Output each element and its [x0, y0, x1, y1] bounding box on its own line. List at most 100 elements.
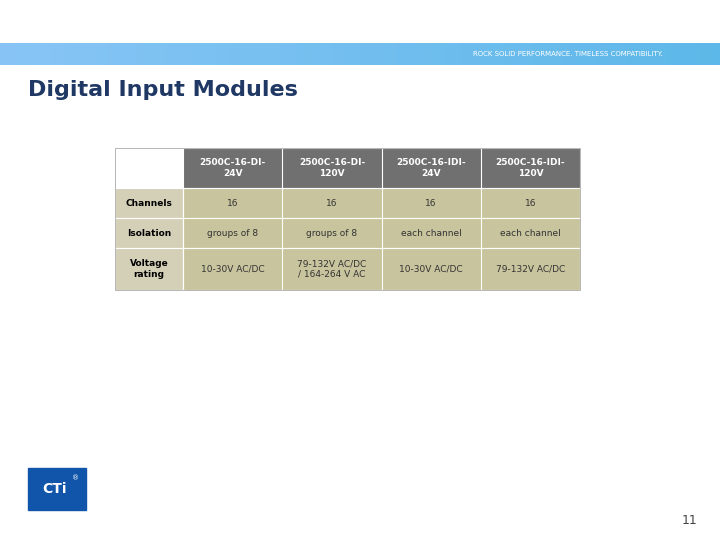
Bar [238, 43, 245, 65]
Bar [187, 43, 194, 65]
Bar [331, 43, 338, 65]
Bar [353, 43, 360, 65]
Text: ROCK SOLID PERFORMANCE. TIMELESS COMPATIBILITY.: ROCK SOLID PERFORMANCE. TIMELESS COMPATI… [472, 51, 662, 57]
Bar [266, 43, 274, 65]
Bar [65, 43, 72, 65]
Bar [626, 43, 634, 65]
Bar [202, 43, 209, 65]
Bar [166, 43, 173, 65]
Text: 16: 16 [227, 199, 238, 207]
Bar [605, 43, 612, 65]
Bar [698, 43, 706, 65]
Bar [22, 43, 29, 65]
Bar [36, 43, 43, 65]
Bar [324, 43, 331, 65]
Bar [634, 43, 641, 65]
Bar [670, 43, 677, 65]
Bar [410, 43, 418, 65]
Bar [115, 188, 183, 218]
Bar [14, 43, 22, 65]
Bar [662, 43, 670, 65]
Text: 16: 16 [525, 199, 536, 207]
Text: 10-30V AC/DC: 10-30V AC/DC [201, 265, 264, 273]
Bar [230, 43, 238, 65]
Bar [259, 43, 266, 65]
Bar [29, 43, 36, 65]
Text: ®: ® [72, 476, 79, 482]
Bar [454, 43, 461, 65]
Bar [540, 43, 547, 65]
Bar [418, 43, 425, 65]
Bar [461, 43, 468, 65]
Bar [295, 43, 302, 65]
Bar [360, 43, 367, 65]
Bar [288, 43, 295, 65]
Bar [677, 43, 684, 65]
Bar [482, 43, 490, 65]
Text: Voltage
rating: Voltage rating [130, 259, 168, 279]
Text: groups of 8: groups of 8 [207, 228, 258, 238]
Bar [598, 43, 605, 65]
Bar [115, 218, 183, 248]
Bar [158, 43, 166, 65]
Text: 79-132V AC/DC: 79-132V AC/DC [496, 265, 565, 273]
Bar [7, 43, 14, 65]
Bar [526, 43, 533, 65]
Bar [130, 43, 137, 65]
Bar [490, 43, 497, 65]
Bar [648, 43, 655, 65]
Bar [396, 43, 403, 65]
Bar [706, 43, 713, 65]
Bar [245, 43, 252, 65]
Bar [101, 43, 108, 65]
Bar [367, 43, 374, 65]
Bar [346, 43, 353, 65]
Text: Isolation: Isolation [127, 228, 171, 238]
Text: 2500C-16-DI-
120V: 2500C-16-DI- 120V [299, 158, 365, 178]
Bar [403, 43, 410, 65]
Bar [180, 43, 187, 65]
Bar [137, 43, 144, 65]
Bar [497, 43, 504, 65]
Bar [115, 43, 122, 65]
Bar [432, 43, 439, 65]
Bar [612, 43, 619, 65]
Bar [518, 43, 526, 65]
Bar [576, 43, 583, 65]
Bar [183, 248, 580, 290]
Bar [302, 43, 310, 65]
Text: 16: 16 [426, 199, 437, 207]
Bar [547, 43, 554, 65]
Text: each channel: each channel [500, 228, 561, 238]
Text: Digital Input Modules: Digital Input Modules [28, 80, 298, 100]
Text: 79-132V AC/DC
/ 164-264 V AC: 79-132V AC/DC / 164-264 V AC [297, 259, 366, 279]
Bar [641, 43, 648, 65]
Text: 16: 16 [326, 199, 338, 207]
Text: Channels: Channels [125, 199, 172, 207]
Bar [274, 43, 281, 65]
Bar [216, 43, 223, 65]
Bar [86, 43, 94, 65]
Bar [122, 43, 130, 65]
Text: CTi: CTi [42, 482, 66, 496]
Bar [439, 43, 446, 65]
Bar [554, 43, 562, 65]
Bar [533, 43, 540, 65]
Bar [310, 43, 317, 65]
Bar [655, 43, 662, 65]
Text: 2500C-16-DI-
24V: 2500C-16-DI- 24V [199, 158, 266, 178]
Bar [468, 43, 475, 65]
Bar [28, 468, 86, 510]
Bar [108, 43, 115, 65]
Bar [338, 43, 346, 65]
Bar [194, 43, 202, 65]
Text: 11: 11 [682, 514, 698, 526]
Bar [691, 43, 698, 65]
Bar [583, 43, 590, 65]
Bar [58, 43, 65, 65]
Bar [144, 43, 151, 65]
Bar [317, 43, 324, 65]
Bar [511, 43, 518, 65]
Text: groups of 8: groups of 8 [306, 228, 357, 238]
Bar [475, 43, 482, 65]
